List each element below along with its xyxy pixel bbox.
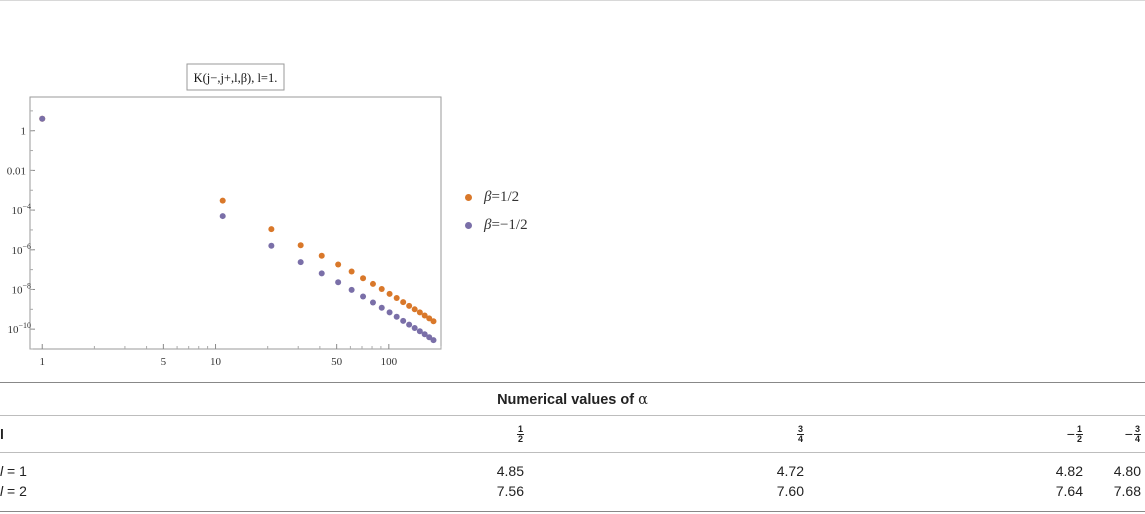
y-tick-label: 0.01 (7, 165, 26, 177)
axis-ticks: 1 5 10 50 100 1 0.01 10−4 10−6 10−8 10−10 (7, 110, 442, 368)
data-point-series-2 (406, 321, 413, 328)
data-points (39, 115, 437, 344)
table-cell: 4.85 (496, 463, 524, 479)
data-point-series-1 (393, 295, 400, 302)
data-point-series-2 (360, 293, 367, 300)
top-divider (0, 0, 1145, 1)
table-row: l = 1 4.85 4.72 4.82 4.80 (0, 461, 1145, 481)
table-cell: 4.82 (1055, 463, 1083, 479)
data-point-series-1 (318, 252, 325, 259)
header-col-3: −1 2 (1066, 423, 1083, 444)
data-point-series-1 (219, 197, 226, 204)
data-point-series-2 (268, 242, 275, 249)
scatter-chart: K(j−,j+,l,β), l=1. 1 5 10 50 100 1 0.01 10−4 10−… (7, 63, 442, 368)
y-tick-label: 10−6 (11, 242, 31, 257)
x-tick-label: 50 (331, 356, 343, 368)
data-point-series-1 (411, 306, 418, 313)
legend-item-beta-negative: β=−1/2 (465, 211, 528, 239)
chart-title-box: K(j−,j+,l,β), l=1. (186, 63, 285, 91)
data-point-series-1 (335, 261, 342, 268)
data-point-series-2 (39, 115, 46, 122)
table-top-rule (0, 382, 1145, 383)
legend-marker-orange (465, 193, 472, 201)
y-tick-label: 1 (21, 126, 27, 138)
table-header-rule (0, 452, 1145, 453)
data-point-series-2 (348, 286, 355, 293)
data-point-series-1 (430, 318, 437, 325)
y-tick-label: 10−4 (11, 202, 31, 217)
header-l: l (0, 426, 4, 442)
data-point-series-1 (416, 309, 423, 316)
data-point-series-1 (406, 302, 413, 309)
data-point-series-2 (430, 337, 437, 344)
table-cell: 7.56 (496, 483, 524, 499)
data-point-series-2 (386, 309, 393, 316)
data-point-series-2 (421, 331, 428, 338)
data-point-series-1 (426, 315, 433, 322)
chart-title: K(j−,j+,l,β), l=1. (194, 71, 278, 85)
table-bottom-rule (0, 511, 1145, 512)
row-label: l = 2 (0, 483, 27, 499)
data-point-series-1 (386, 290, 393, 297)
data-point-series-2 (416, 328, 423, 335)
y-tick-label: 10−8 (11, 281, 31, 296)
data-point-series-1 (369, 280, 376, 287)
chart-legend: β=1/2 β=−1/2 (465, 183, 528, 239)
table-cell: 7.64 (1055, 483, 1083, 499)
data-point-series-1 (348, 268, 355, 275)
data-point-series-2 (411, 324, 418, 331)
data-point-series-2 (378, 304, 385, 311)
legend-label: β=−1/2 (484, 216, 528, 233)
data-point-series-2 (400, 317, 407, 324)
data-point-series-1 (360, 275, 367, 282)
table-cell: 4.72 (776, 463, 804, 479)
table-cell: 7.60 (776, 483, 804, 499)
plot-frame (29, 96, 442, 350)
data-point-series-2 (369, 299, 376, 306)
legend-label: β=1/2 (484, 188, 520, 205)
header-col-4: −3 4 (1124, 423, 1141, 444)
table-row: l = 2 7.56 7.60 7.64 7.68 (0, 481, 1145, 501)
x-tick-label: 5 (161, 356, 167, 368)
data-point-series-1 (268, 226, 275, 233)
table-caption: Numerical values of α (497, 392, 648, 408)
x-tick-label: 1 (39, 356, 45, 368)
data-point-series-2 (335, 279, 342, 286)
legend-item-beta-positive: β=1/2 (465, 183, 528, 211)
data-point-series-1 (378, 286, 385, 293)
data-point-series-1 (421, 312, 428, 319)
data-point-series-1 (297, 242, 304, 249)
data-point-series-2 (318, 270, 325, 277)
y-tick-label: 10−10 (7, 321, 31, 336)
data-point-series-1 (400, 299, 407, 306)
table-caption-rule (0, 415, 1145, 416)
table-cell: 7.68 (1113, 483, 1141, 499)
x-tick-label: 100 (381, 356, 398, 368)
data-point-series-2 (297, 259, 304, 266)
x-tick-label: 10 (210, 356, 222, 368)
table-cell: 4.80 (1113, 463, 1141, 479)
data-point-series-2 (393, 313, 400, 320)
data-point-series-2 (219, 213, 226, 220)
legend-marker-purple (465, 221, 472, 229)
data-point-series-2 (426, 334, 433, 341)
row-label: l = 1 (0, 463, 27, 479)
table-body: l = 1 4.85 4.72 4.82 4.80 l = 2 7.56 7.6… (0, 461, 1145, 501)
